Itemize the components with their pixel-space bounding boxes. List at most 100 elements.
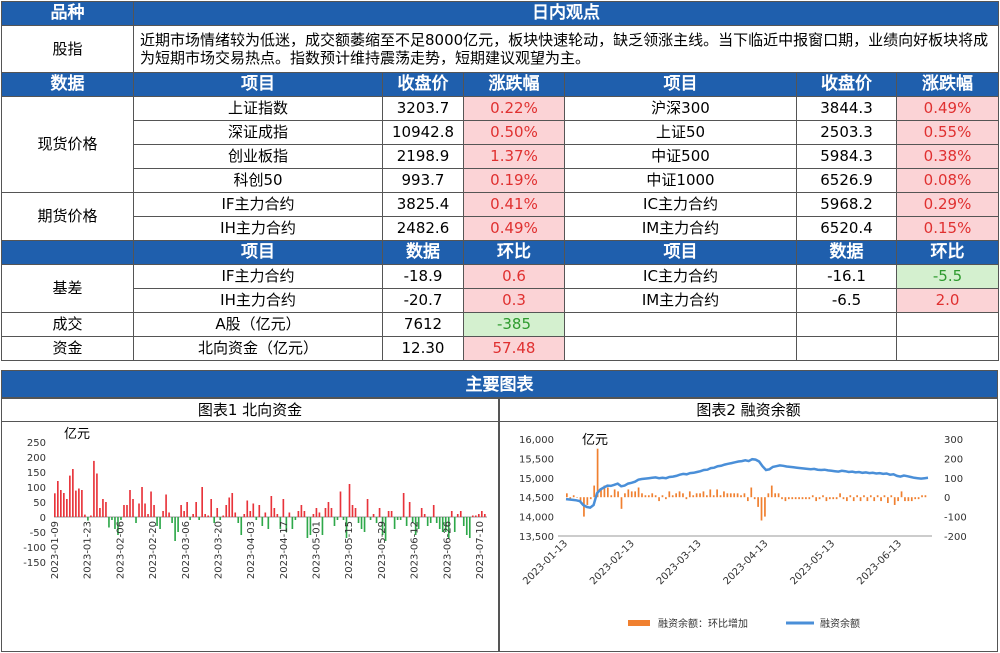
chart1-bar [378, 508, 381, 517]
chart1-bar [444, 517, 447, 532]
chart1-bar [468, 517, 471, 538]
spot-item: 科创50 [133, 168, 383, 193]
chart1-bar [441, 517, 444, 532]
chart1-bar [405, 517, 408, 526]
chart1-bar [294, 517, 297, 520]
price-header-item-a: 项目 [133, 72, 383, 97]
chart2-bar [808, 497, 811, 500]
empty-cell [896, 336, 999, 361]
futures-change: 0.15% [896, 216, 999, 241]
chart2-bar [798, 497, 800, 500]
empty-cell [564, 336, 797, 361]
chart1-bar [306, 517, 309, 538]
chart2-bar [859, 497, 862, 502]
chart1-bar [429, 517, 432, 523]
chart2-bar [699, 493, 701, 498]
chart1-bar [168, 512, 170, 517]
chart1-bar [93, 460, 95, 517]
chart2-bar [835, 497, 838, 500]
chart1-bar [300, 505, 303, 517]
price-header-change-b: 涨跌幅 [896, 72, 999, 97]
chart1-bar [393, 517, 396, 529]
chart2-bar [740, 495, 742, 498]
basis-header-data-b: 数据 [796, 240, 897, 265]
chart1-bar [213, 517, 216, 523]
basis-item: IH主力合约 [133, 288, 383, 313]
chart1-bar [204, 514, 206, 517]
chart2-bar [651, 493, 654, 498]
futures-change: 0.41% [463, 192, 565, 217]
chart1-bar [315, 508, 318, 517]
basis-value: -16.1 [796, 264, 897, 289]
chart2-bar [658, 497, 660, 502]
chart2-bar [924, 495, 927, 498]
chart2-bar [743, 493, 746, 498]
chart2-panel: 图表2 融资余额 亿元 16,000 15,500 15,000 14,500 14,00… [499, 398, 998, 652]
chart1-bar [126, 505, 128, 517]
basis-mom: 0.6 [463, 264, 565, 289]
chart2-bar [818, 497, 821, 500]
spot-change: 0.50% [463, 120, 565, 145]
chart1-bar [327, 502, 330, 517]
chart1-bar [279, 517, 282, 529]
chart2-bar [750, 487, 753, 498]
chart1-xtick-label: 2023-07-10 [475, 521, 486, 579]
chart1-bar [453, 517, 456, 532]
chart1-bar [471, 515, 474, 517]
chart2-xtick-label: 2023-05-13 [788, 538, 837, 587]
chart1-bar [108, 517, 110, 528]
chart1-bar [249, 511, 252, 517]
chart1-panel: 图表1 北向资金 亿元 250 200 150 100 50 0 -50 -100 -150 202… [1, 398, 499, 652]
chart2-bar [572, 495, 575, 498]
price-header-change-a: 涨跌幅 [463, 72, 565, 97]
spot-item: 深证成指 [133, 120, 383, 145]
chart1-bar [285, 517, 288, 532]
chart1-bar [216, 508, 219, 517]
chart1-bar [156, 517, 158, 526]
basis-value: -6.5 [796, 288, 897, 313]
chart2-bar [675, 493, 677, 498]
chart2-bar [654, 495, 657, 498]
chart1-bar [282, 499, 285, 517]
futures-close: 3825.4 [382, 192, 464, 217]
chart1-bar [135, 517, 137, 523]
chart2-bar [702, 491, 705, 498]
chart2-bar [600, 489, 602, 498]
chart2-bar [716, 489, 718, 498]
chart1-bar [267, 517, 270, 529]
chart1-bar [276, 514, 279, 517]
view-text: 近期市场情绪较为低迷，成交额萎缩至不足8000亿元，板块快速轮动，缺乏领涨主线。… [133, 25, 999, 73]
chart2-xtick-label: 2023-06-13 [855, 538, 904, 587]
chart1-bar [186, 502, 188, 517]
chart2-bar [791, 497, 794, 500]
chart2-bar [893, 497, 896, 505]
chart1-bar [387, 511, 390, 517]
chart1-bar [252, 503, 255, 517]
chart2-bar [760, 497, 763, 521]
chart1-bar [180, 505, 182, 517]
chart2-bar [828, 497, 831, 500]
chart1-bar [105, 502, 107, 517]
chart2-bar [665, 497, 667, 500]
chart2-legend-bar-swatch [628, 620, 650, 626]
chart2-bar [866, 497, 869, 502]
chart2-bar [712, 495, 715, 498]
chart2-bar [777, 493, 780, 498]
volume-change: -385 [463, 312, 565, 337]
chart2-bar [822, 495, 824, 498]
chart2-ytick-left-label: 15,500 [519, 454, 554, 465]
volume-label: 成交 [1, 312, 134, 337]
chart1-bar [144, 503, 146, 517]
chart1-bar [381, 517, 384, 535]
chart1-bar [396, 517, 399, 520]
chart2-bar [706, 495, 708, 498]
chart1-bar [426, 517, 429, 526]
chart2-bar [569, 497, 572, 500]
chart1-bar [303, 511, 306, 517]
chart1-ytick-label: -150 [23, 558, 46, 569]
chart1-bar [438, 517, 441, 529]
spot-close: 2503.3 [796, 120, 897, 145]
spot-item: 上证指数 [133, 96, 383, 121]
chart2-bar [839, 493, 841, 498]
header-intraday-view: 日内观点 [133, 1, 999, 26]
